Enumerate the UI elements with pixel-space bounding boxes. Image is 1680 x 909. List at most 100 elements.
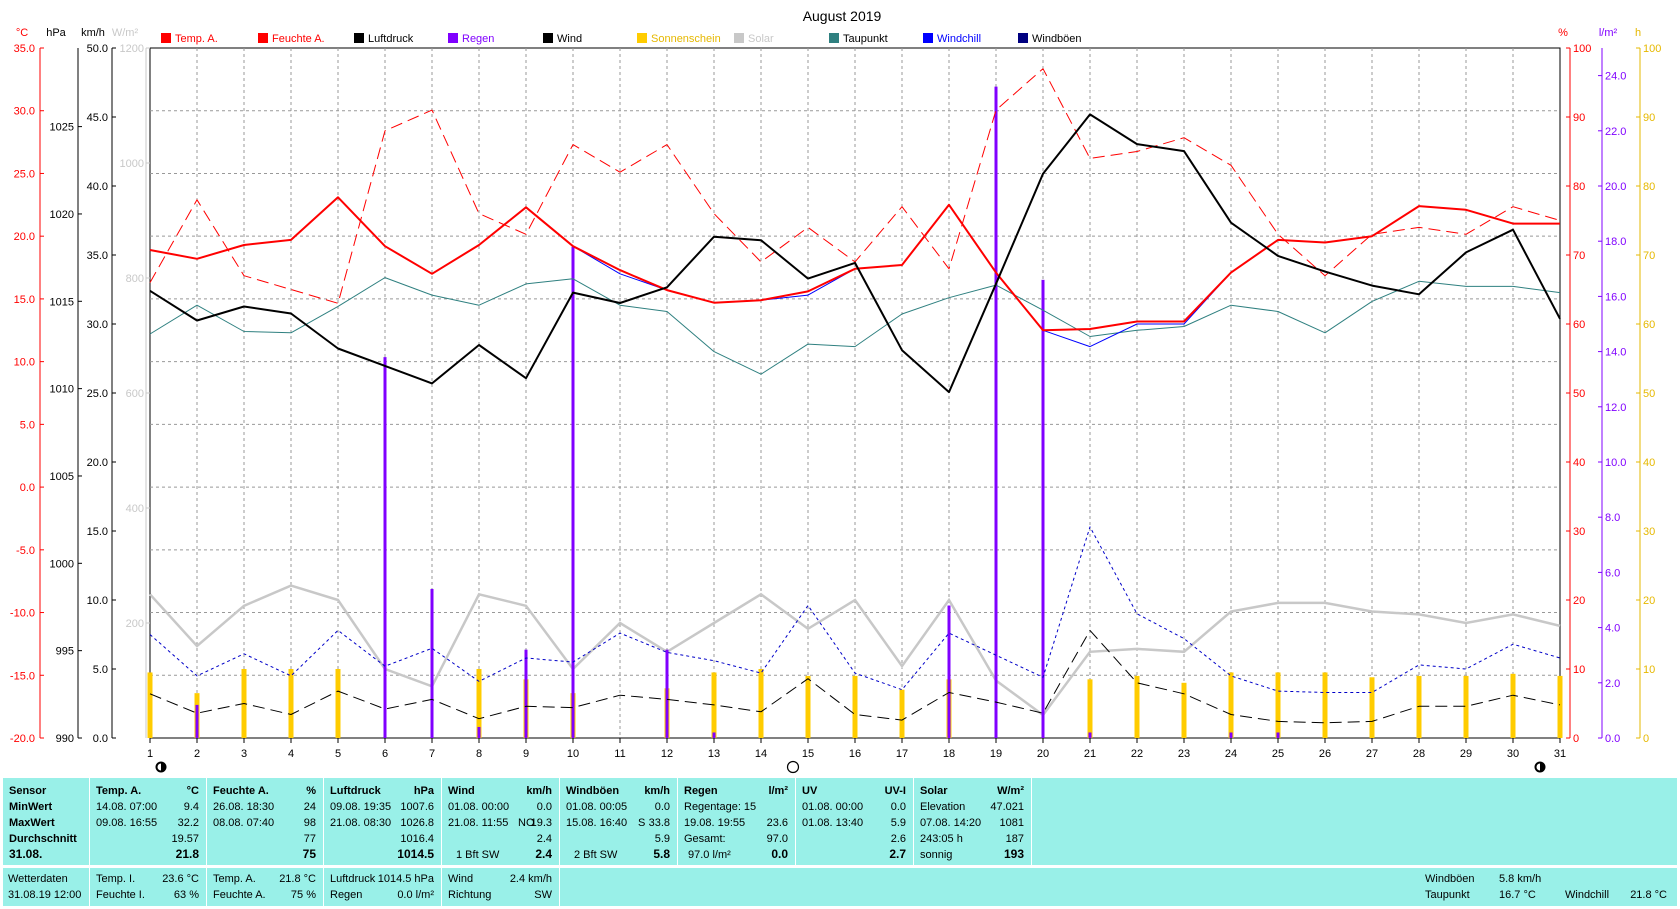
axes-layer: °C35.030.025.020.015.010.05.00.0-5.0-10.…: [10, 27, 1661, 774]
rain-tick-label: 24.0: [1605, 71, 1626, 83]
solar-tick-label: 800: [126, 273, 144, 285]
x-tick-label: 13: [708, 748, 720, 760]
sunshine-bar: [1557, 675, 1563, 738]
summary-solar-max: 1081: [999, 817, 1024, 829]
wetter-temp-i: 23.6 °C: [162, 873, 199, 885]
rain-tick-label: 10.0: [1605, 457, 1626, 469]
legend-swatch: [637, 33, 647, 43]
x-tick-label: 10: [567, 748, 579, 760]
summary-press-avg: 1016.4: [400, 833, 434, 845]
sunshine-tick-label: 0: [1643, 733, 1649, 745]
x-tick-label: 29: [1460, 748, 1472, 760]
x-tick-label: 24: [1225, 748, 1237, 760]
temp-tick-label: 15.0: [14, 294, 35, 306]
x-tick-label: 23: [1178, 748, 1190, 760]
summary-row-min: MinWert: [9, 801, 53, 813]
summary-wind-max-dir: NO: [518, 817, 535, 829]
summary-press-unit: hPa: [413, 785, 434, 797]
sunshine-tick-label: 20: [1643, 595, 1655, 607]
summary-gust-current: 5.8: [653, 847, 670, 861]
legend-swatch: [161, 33, 171, 43]
wetter-taupunkt-label: Taupunkt: [1425, 889, 1470, 901]
sunshine-tick-label: 50: [1643, 388, 1655, 400]
summary-rain-header: Regen: [684, 785, 718, 797]
legend-swatch: [734, 33, 744, 43]
sunshine-bar: [1322, 672, 1328, 738]
summary-uv-max-time: 01.08. 13:40: [802, 817, 864, 829]
humidity-tick-label: 40: [1573, 457, 1585, 469]
summary-rain-max: 23.6: [766, 817, 788, 829]
summary-uv-max: 5.9: [890, 817, 906, 829]
summary-wind-current: 2.4: [535, 847, 552, 861]
legend-label: Wind: [557, 33, 582, 45]
wind-tick-label: 5.0: [93, 664, 108, 676]
rain-bar: [947, 605, 951, 738]
summary-press-max: 1026.8: [400, 817, 434, 829]
summary-gust-min: 0.0: [654, 801, 670, 813]
x-tick-label: 21: [1084, 748, 1096, 760]
legend-label: Sonnenschein: [651, 33, 721, 45]
summary-wind-max-time: 21.08. 11:55: [448, 817, 509, 829]
legend-swatch: [923, 33, 933, 43]
pressure-tick-label: 990: [56, 733, 74, 745]
sunshine-tick-label: 40: [1643, 457, 1655, 469]
temp-tick-label: 25.0: [14, 168, 35, 180]
series-taupunktline: [149, 277, 1561, 375]
summary-gust-header: Windböen: [566, 785, 620, 797]
legend-label: Windchill: [937, 33, 981, 45]
rain-tick-label: 18.0: [1605, 236, 1626, 248]
wetter-datetime: 31.08.19 12:00: [8, 889, 82, 901]
x-tick-label: 30: [1507, 748, 1519, 760]
humidity-tick-label: 20: [1573, 595, 1585, 607]
summary-hum-unit: %: [306, 785, 316, 797]
temp-tick-label: -20.0: [10, 733, 35, 745]
x-tick-label: 7: [429, 748, 435, 760]
summary-rain-current: 0.0: [771, 847, 788, 861]
wind-tick-label: 45.0: [87, 112, 108, 124]
temp-tick-label: -5.0: [16, 545, 35, 557]
rain-bar: [994, 86, 998, 738]
pressure-tick-label: 1005: [50, 471, 74, 483]
wind-tick-label: 20.0: [87, 457, 108, 469]
wetter-wind: 2.4 km/h: [509, 873, 552, 885]
humidity-tick-label: 60: [1573, 319, 1585, 331]
summary-gust-beaufort: 2 Bft SW: [574, 849, 618, 861]
sunshine-tick-label: 60: [1643, 319, 1655, 331]
temp-tick-label: 10.0: [14, 357, 35, 369]
sunshine-tick-label: 70: [1643, 250, 1655, 262]
pressure-tick-label: 1000: [50, 558, 74, 570]
legend-swatch: [258, 33, 268, 43]
rain-axis-unit: l/m²: [1599, 27, 1618, 39]
rain-tick-label: 6.0: [1605, 567, 1620, 579]
sunshine-bar: [758, 669, 764, 738]
legend-swatch: [543, 33, 553, 43]
wetter-wind-label: Wind: [448, 873, 474, 885]
solar-tick-label: 600: [126, 388, 144, 400]
rain-tick-label: 8.0: [1605, 512, 1620, 524]
summary-rain-sum: 97.0 l/m²: [688, 849, 731, 861]
rain-tick-label: 0.0: [1605, 733, 1620, 745]
x-tick-label: 20: [1037, 748, 1049, 760]
wetter-windboeen: 5.8 km/h: [1499, 873, 1542, 885]
sunshine-bar: [1416, 675, 1422, 738]
weather-chart: °C35.030.025.020.015.010.05.00.0-5.0-10.…: [10, 8, 1661, 774]
solar-tick-label: 1200: [120, 43, 144, 55]
wind-tick-label: 0.0: [93, 733, 108, 745]
rain-bar: [383, 357, 387, 738]
x-tick-label: 31: [1554, 748, 1566, 760]
x-tick-label: 17: [896, 748, 908, 760]
legend-swatch: [354, 33, 364, 43]
summary-wind-col: Wind km/h 01.08. 00:00 0.0 21.08. 11:55 …: [442, 778, 558, 865]
new-moon-icon-highlight: [1536, 763, 1540, 771]
summary-solar-col: Solar W/m² Elevation 47.021 07.08. 14:20…: [914, 778, 1030, 865]
wetter-windchill-label: Windchill: [1565, 889, 1610, 901]
solar-tick-label: 400: [126, 503, 144, 515]
temp-tick-label: 0.0: [20, 482, 35, 494]
temp-tick-label: 20.0: [14, 231, 35, 243]
wetter-temp-i-label: Temp. I.: [96, 873, 136, 885]
x-tick-label: 14: [755, 748, 767, 760]
rain-bar: [430, 588, 434, 738]
legend-label: Luftdruck: [368, 33, 414, 45]
summary-gust-min-time: 01.08. 00:05: [566, 801, 628, 813]
x-tick-label: 3: [241, 748, 247, 760]
